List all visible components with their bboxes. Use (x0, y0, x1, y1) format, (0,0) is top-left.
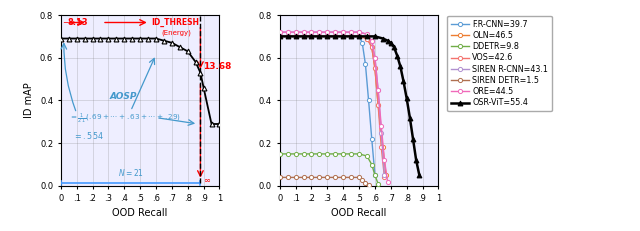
Text: AOSP: AOSP (110, 92, 138, 101)
Text: 8.13: 8.13 (67, 18, 88, 27)
Text: $-\infty$: $-\infty$ (61, 18, 76, 27)
Text: $= .554$: $= .554$ (74, 130, 104, 141)
X-axis label: OOD Recall: OOD Recall (332, 208, 387, 218)
Text: $\infty$: $\infty$ (203, 176, 211, 185)
Legend: F.R-CNN=39.7, OLN=46.5, DDETR=9.8, VOS=42.6, SIREN R-CNN=43.1, SIREN DETR=1.5, O: F.R-CNN=39.7, OLN=46.5, DDETR=9.8, VOS=4… (447, 16, 552, 112)
Text: ID_THRESH: ID_THRESH (151, 18, 199, 27)
Text: (Energy): (Energy) (161, 30, 191, 36)
Text: 13.68: 13.68 (203, 62, 231, 71)
Text: $N = 21$: $N = 21$ (118, 167, 143, 178)
X-axis label: OOD Recall: OOD Recall (113, 208, 168, 218)
Y-axis label: ID mAP: ID mAP (24, 83, 35, 118)
Text: $=\frac{1}{21}(.69 + \cdots + .63 + \cdots + .29)$: $=\frac{1}{21}(.69 + \cdots + .63 + \cdo… (68, 112, 181, 126)
